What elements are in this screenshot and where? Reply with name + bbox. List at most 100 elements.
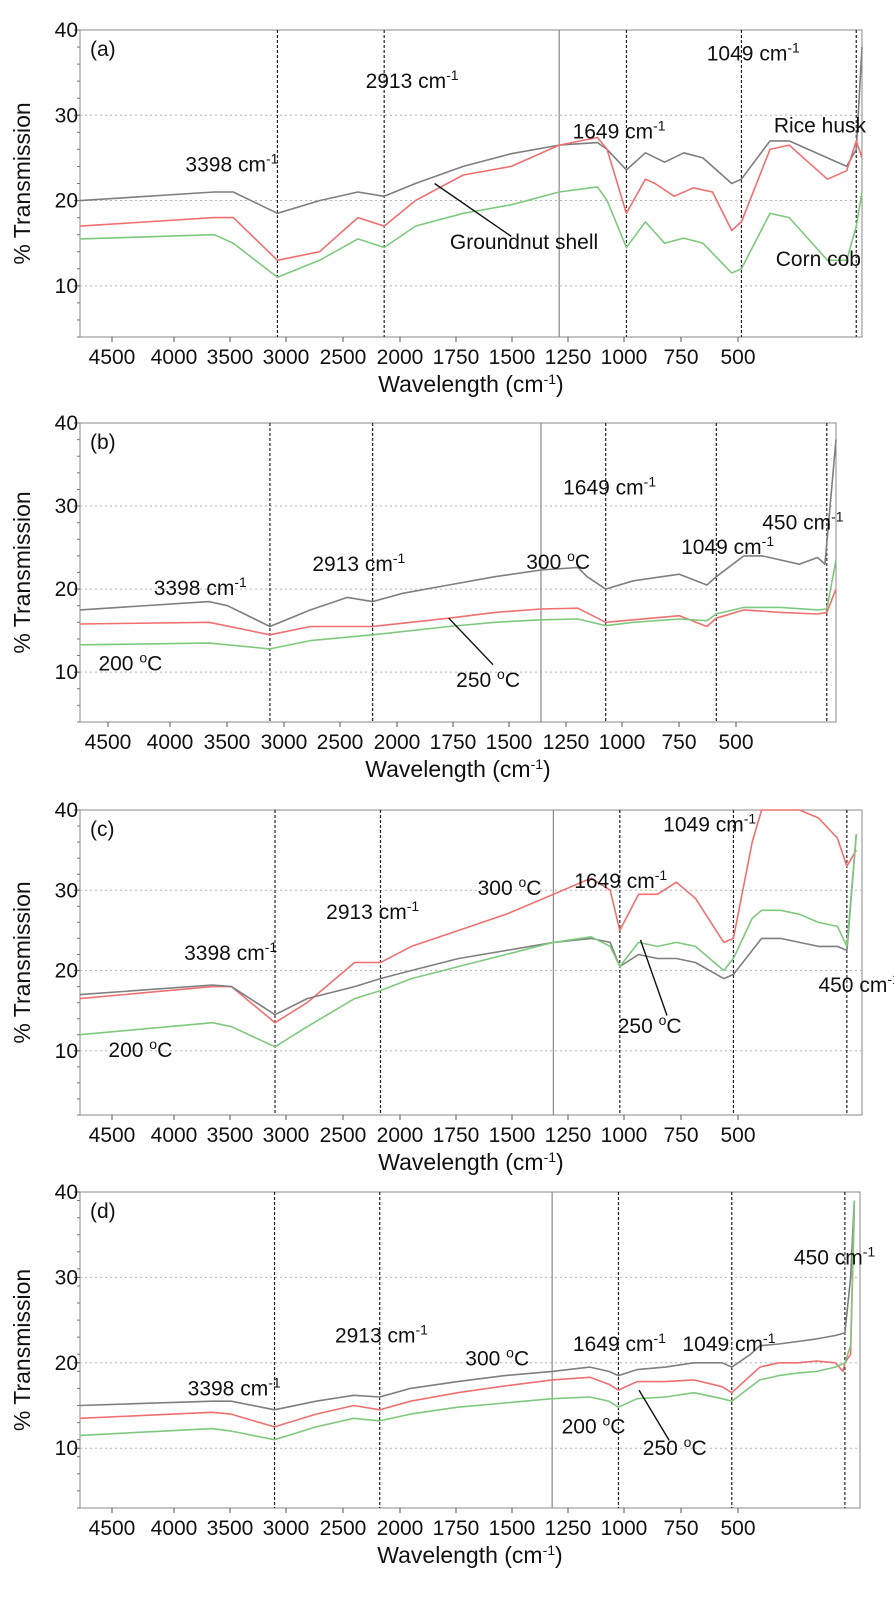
x-tick-label: 1000 <box>601 1124 648 1147</box>
annotation-label: 2913 cm-1​ <box>335 1321 428 1347</box>
x-tick-label: 3500 <box>207 1517 254 1540</box>
x-tick-label: 1500 <box>489 1124 536 1147</box>
y-axis-title: % Transmission <box>9 881 35 1043</box>
x-axis-title: Wavelength (cm-1​) <box>377 1542 562 1568</box>
x-axis-title: Wavelength (cm-1​) <box>365 756 550 782</box>
annotation-label: 450 cm-1​ <box>794 1244 876 1270</box>
x-tick-label: 750 <box>661 731 696 754</box>
y-tick-label: 20 <box>55 578 78 601</box>
y-tick-label: 20 <box>55 1352 78 1375</box>
y-tick-label: 40 <box>55 799 78 822</box>
annotation-label: 450 cm-1​ <box>818 971 894 997</box>
series-line <box>79 439 837 628</box>
annotation-pointer <box>434 182 512 237</box>
y-tick-label: 40 <box>55 1181 78 1204</box>
x-axis-title: Wavelength (cm-1​) <box>378 1149 563 1175</box>
plot-frame <box>79 1191 861 1509</box>
y-tick-label: 10 <box>55 1437 78 1460</box>
annotation-label: 1049 cm-1​ <box>682 1330 775 1356</box>
x-tick-label: 750 <box>663 346 698 369</box>
x-tick-label: 1000 <box>599 731 646 754</box>
x-tick-label: 3500 <box>204 731 251 754</box>
x-tick-label: 2500 <box>320 1517 367 1540</box>
annotation-pointer <box>448 617 494 666</box>
annotation-label: 250 oC <box>456 666 520 692</box>
plot-frame <box>79 29 863 338</box>
x-tick-label: 4500 <box>85 731 132 754</box>
series-line <box>79 588 837 636</box>
x-tick-label: 2000 <box>377 1124 424 1147</box>
x-tick-label: 1750 <box>430 731 477 754</box>
y-tick-label: 10 <box>55 275 78 298</box>
annotation-label: 3398 cm-1​ <box>185 151 278 177</box>
annotation-label: 200 oC <box>108 1036 172 1062</box>
annotation-label: 1049 cm-1​ <box>681 533 774 559</box>
annotation-label: 250 oC <box>643 1434 707 1460</box>
x-tick-label: 1500 <box>486 731 533 754</box>
annotation-label: 200 oC <box>98 650 162 676</box>
panel-c: 10 20 30 40 4500 4000 3500 3000 2500 2000 1750 1500… <box>9 799 894 1175</box>
annotation-pointer <box>639 939 668 1016</box>
annotation-label: 2913 cm-1​ <box>312 550 405 576</box>
y-tick-label: 20 <box>55 190 78 213</box>
x-tick-label: 4000 <box>151 1124 198 1147</box>
panel-d: 10 20 30 40 4500 4000 3500 3000 2500 2000 1750 1500… <box>9 1181 875 1568</box>
x-tick-label: 1000 <box>601 1517 648 1540</box>
x-tick-label: 500 <box>720 346 755 369</box>
series-line <box>79 809 857 1024</box>
x-tick-label: 4500 <box>89 1124 136 1147</box>
annotation-label: 2913 cm-1​ <box>326 898 419 924</box>
x-tick-label: 2000 <box>374 731 421 754</box>
panel-label: (c) <box>90 818 115 841</box>
x-tick-label: 4000 <box>151 1517 198 1540</box>
y-tick-label: 40 <box>55 412 78 435</box>
series-line <box>79 559 837 650</box>
annotation-label: 450 cm-1​ <box>762 508 844 534</box>
y-tick-label: 40 <box>55 19 78 42</box>
x-tick-label: 3000 <box>263 346 310 369</box>
x-tick-label: 2500 <box>317 731 364 754</box>
x-tick-label: 2500 <box>320 1124 367 1147</box>
panel-label: (d) <box>90 1200 116 1223</box>
y-tick-label: 10 <box>55 661 78 684</box>
x-tick-label: 4500 <box>89 346 136 369</box>
series-line <box>79 136 863 262</box>
x-tick-label: 1750 <box>433 1124 480 1147</box>
x-tick-label: 500 <box>720 1517 755 1540</box>
annotation-label: 1649 cm-1​ <box>573 117 666 143</box>
series-line <box>79 47 863 215</box>
annotation-label: 300 oC <box>465 1344 529 1370</box>
x-tick-label: 3500 <box>207 1124 254 1147</box>
y-axis-title: % Transmission <box>9 1269 35 1431</box>
annotation-label: 200 oC <box>562 1413 626 1439</box>
annotation-label: Corn cob <box>776 248 861 271</box>
series-line <box>79 1200 856 1411</box>
annotation-label: Groundnut shell <box>450 231 598 254</box>
annotation-label: 1649 cm-1​ <box>573 1330 666 1356</box>
annotation-label: 2913 cm-1​ <box>366 67 459 93</box>
x-tick-label: 1500 <box>489 1517 536 1540</box>
x-tick-label: 3000 <box>263 1517 310 1540</box>
x-tick-label: 4000 <box>147 731 194 754</box>
annotation-label: 1049 cm-1​ <box>663 811 756 837</box>
annotation-label: 250 oC <box>618 1012 682 1038</box>
x-tick-label: 500 <box>720 1124 755 1147</box>
x-tick-label: 4000 <box>151 346 198 369</box>
series-line <box>79 834 858 1048</box>
x-tick-label: 1750 <box>433 346 480 369</box>
x-tick-label: 750 <box>663 1124 698 1147</box>
x-tick-label: 2000 <box>377 346 424 369</box>
x-tick-label: 1250 <box>545 1517 592 1540</box>
annotation-label: Rice husk <box>774 114 867 137</box>
plot-frame <box>79 809 863 1116</box>
x-tick-label: 3000 <box>263 1124 310 1147</box>
annotation-label: 300 oC <box>526 548 590 574</box>
y-tick-label: 30 <box>55 1266 78 1289</box>
x-axis-title: Wavelength (cm-1​) <box>378 371 563 397</box>
x-tick-label: 2500 <box>320 346 367 369</box>
x-tick-label: 1250 <box>545 1124 592 1147</box>
y-tick-label: 30 <box>55 104 78 127</box>
x-tick-label: 1750 <box>433 1517 480 1540</box>
series-line <box>79 186 863 279</box>
